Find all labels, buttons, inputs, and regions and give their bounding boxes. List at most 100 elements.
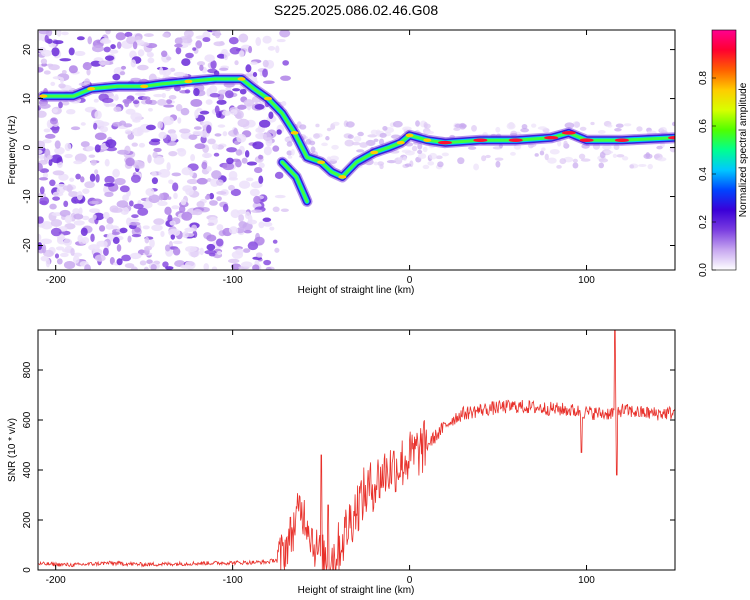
noise-blob — [38, 110, 47, 118]
noise-blob — [235, 248, 244, 256]
noise-blob — [105, 139, 117, 148]
noise-blob — [60, 252, 69, 258]
noise-blob — [228, 170, 238, 180]
noise-blob — [262, 132, 272, 142]
noise-blob — [246, 177, 254, 182]
noise-blob — [64, 153, 73, 159]
noise-blob — [494, 157, 504, 161]
x-tick-label: 0 — [407, 575, 413, 586]
noise-blob — [248, 45, 253, 54]
noise-blob — [147, 154, 152, 164]
noise-blob — [353, 135, 362, 143]
noise-blob — [230, 263, 241, 270]
noise-blob — [228, 36, 239, 45]
noise-blob — [244, 73, 254, 77]
noise-blob — [181, 167, 193, 176]
noise-blob — [89, 200, 100, 205]
noise-blob — [373, 161, 379, 166]
noise-blob — [172, 247, 181, 256]
colorbar-ticks: 0.0 0.2 0.4 0.6 0.8 — [698, 71, 716, 277]
noise-blob — [129, 221, 141, 226]
noise-blob — [52, 40, 64, 45]
noise-blob — [90, 60, 102, 67]
noise-blob — [153, 156, 165, 165]
noise-blob — [196, 200, 205, 208]
noise-blob — [166, 162, 171, 171]
noise-blob — [70, 126, 81, 131]
noise-blob — [290, 148, 295, 156]
noise-blob — [39, 103, 51, 109]
noise-blob — [123, 123, 133, 128]
noise-blob — [201, 152, 212, 159]
noise-blob — [94, 110, 102, 120]
snr-x-ticks: -200 -100 0 100 — [46, 330, 595, 586]
noise-blob — [38, 162, 43, 172]
noise-blob — [129, 200, 134, 207]
noise-blob — [158, 193, 164, 201]
noise-blob — [229, 46, 241, 55]
noise-blob — [274, 194, 286, 199]
noise-blob — [332, 121, 340, 126]
y-tick-label: 600 — [22, 411, 33, 428]
noise-blob — [50, 227, 62, 237]
noise-blob — [272, 145, 280, 152]
noise-blob — [235, 227, 245, 234]
noise-blob — [78, 207, 83, 215]
noise-blob — [520, 127, 530, 133]
noise-blob — [629, 164, 635, 169]
noise-blob — [239, 88, 247, 95]
noise-blob — [56, 258, 63, 265]
noise-blob — [158, 131, 167, 140]
noise-blob — [153, 218, 165, 226]
noise-blob — [262, 59, 269, 68]
noise-blob — [247, 214, 253, 224]
noise-blob — [114, 177, 126, 186]
noise-blob — [144, 266, 149, 270]
colorbar-tick-label: 0.4 — [698, 167, 709, 181]
noise-blob — [175, 104, 183, 112]
noise-blob — [92, 214, 97, 220]
noise-blob — [284, 137, 290, 143]
noise-blob — [556, 165, 562, 169]
noise-blob — [45, 258, 51, 268]
noise-blob — [130, 59, 137, 68]
noise-blob — [614, 127, 622, 132]
noise-blob — [243, 99, 255, 107]
noise-blob — [206, 243, 216, 251]
noise-blob — [141, 201, 153, 209]
noise-blob — [230, 188, 241, 197]
noise-blob — [208, 252, 216, 257]
noise-blob — [185, 246, 198, 253]
noise-blob — [134, 92, 146, 96]
noise-blob — [598, 162, 605, 169]
noise-blob — [137, 49, 145, 57]
noise-blob — [160, 50, 168, 58]
noise-blob — [120, 206, 130, 215]
noise-blob — [62, 185, 74, 191]
ridge-hotspot — [544, 135, 559, 140]
noise-blob — [129, 252, 142, 260]
noise-blob — [262, 217, 272, 222]
noise-blob — [104, 55, 115, 61]
noise-blob — [162, 116, 174, 126]
noise-blob — [145, 99, 153, 105]
noise-blob — [253, 195, 261, 205]
noise-blob — [116, 41, 122, 49]
noise-blob — [192, 186, 197, 191]
noise-blob — [64, 142, 72, 152]
noise-blob — [647, 163, 653, 170]
noise-blob — [222, 131, 228, 137]
noise-blob — [44, 133, 56, 139]
noise-blob — [172, 182, 179, 192]
noise-blob — [347, 134, 354, 139]
snr-series — [38, 330, 675, 570]
noise-blob — [379, 163, 384, 170]
noise-blob — [209, 200, 218, 206]
noise-blob — [63, 200, 69, 208]
noise-blob — [54, 146, 65, 155]
snr-line — [38, 330, 675, 570]
noise-blob — [64, 223, 76, 230]
noise-blob — [238, 33, 249, 43]
noise-blob — [636, 126, 643, 132]
